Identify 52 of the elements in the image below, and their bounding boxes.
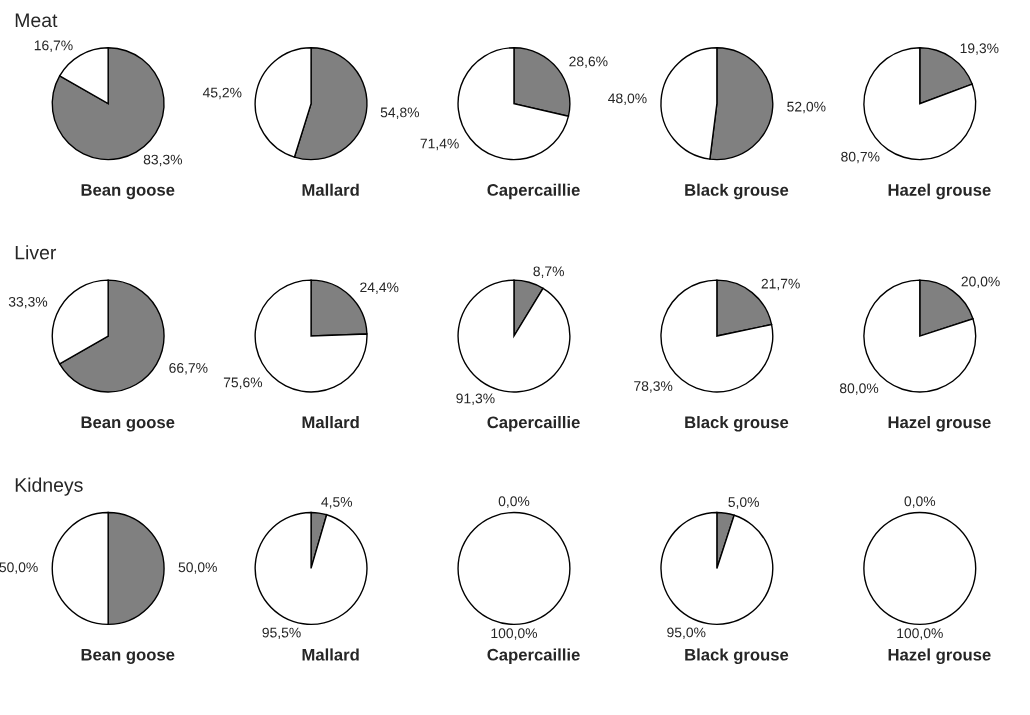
text: Hazel grouse [888,416,991,432]
data-label: 52,0% [787,101,826,114]
data-label: 4,5% [321,497,353,509]
pie-slice [660,511,774,626]
pie-slice [457,47,570,161]
text: Capercaillie [487,183,580,200]
chart-title: Kidneys [15,477,83,496]
data-label: 50,0% [178,562,217,574]
data-label: 100,0% [897,628,943,640]
data-label: 54,8% [380,107,420,119]
data-label: 71,4% [420,138,459,151]
text: Bean goose [81,416,175,432]
data-label: 95,0% [667,627,706,639]
text: Mallard [302,648,359,661]
data-label: 16,7% [34,40,73,52]
text: Black grouse [685,183,789,200]
data-label: 48,0% [608,93,647,105]
data-label: 45,2% [202,87,242,100]
text: Capercaillie [487,416,580,432]
data-label: 33,3% [8,296,48,309]
data-label: 5,0% [728,497,759,509]
text: Mallard [302,183,359,196]
pie-slice [254,511,368,626]
data-label: 83,3% [143,154,183,167]
data-label: 28,6% [569,56,608,68]
data-label: 75,6% [223,377,263,389]
text: Black grouse [685,648,789,664]
text: Hazel grouse [888,648,991,664]
text: Black grouse [685,416,789,432]
data-label: 24,4% [360,282,399,294]
chart-title: Liver [15,245,57,260]
data-label: 80,0% [839,383,879,395]
data-label: 80,7% [841,151,880,164]
text: Hazel grouse [888,183,991,200]
text: 0,0% [904,496,936,508]
data-label: 19,3% [960,43,999,55]
text: 0,0% [498,496,530,508]
text: Capercaillie [487,648,580,664]
text: Bean goose [81,648,175,664]
data-label: 91,3% [456,393,495,405]
data-label: 21,7% [761,278,800,291]
data-label: 95,5% [262,627,301,640]
data-label: 66,7% [169,362,208,375]
data-label: 100,0% [491,628,538,640]
data-label: 78,3% [634,381,673,393]
text: Mallard [302,416,359,429]
chart-title: Meat [15,13,58,28]
data-label: 8,7% [533,266,564,278]
text: Bean goose [81,184,175,200]
data-label: 20,0% [961,276,1000,289]
pie-slice [457,279,571,393]
data-label: 50,0% [0,562,38,574]
